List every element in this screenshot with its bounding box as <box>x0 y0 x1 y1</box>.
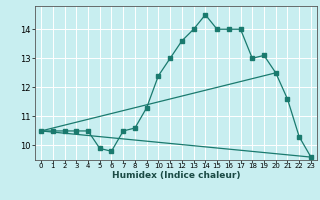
X-axis label: Humidex (Indice chaleur): Humidex (Indice chaleur) <box>112 171 240 180</box>
